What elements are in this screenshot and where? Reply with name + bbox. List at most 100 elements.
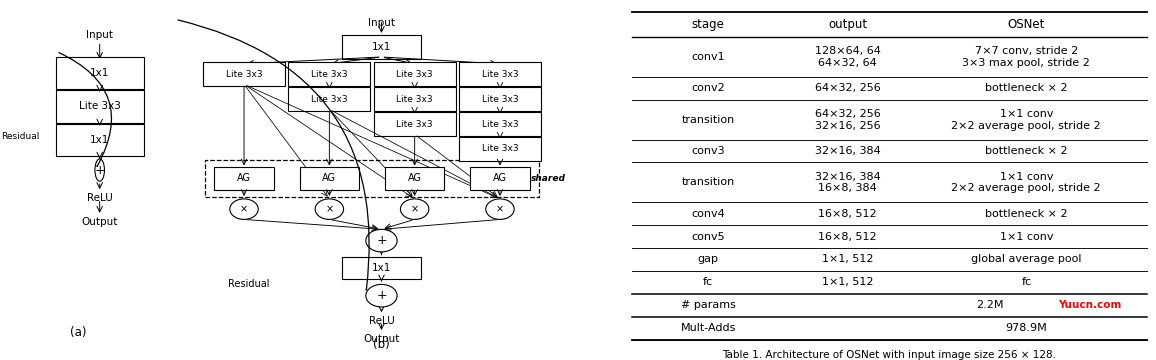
Text: Output: Output [82, 217, 118, 228]
FancyBboxPatch shape [459, 112, 541, 136]
Text: AG: AG [492, 174, 507, 183]
Text: Lite 3x3: Lite 3x3 [397, 120, 434, 129]
FancyBboxPatch shape [459, 87, 541, 111]
Text: conv3: conv3 [691, 146, 725, 156]
Text: conv1: conv1 [691, 52, 725, 62]
FancyBboxPatch shape [299, 167, 360, 190]
Text: (b): (b) [373, 338, 390, 351]
Text: global average pool: global average pool [971, 255, 1082, 264]
Text: 1x1: 1x1 [90, 68, 110, 78]
Text: +: + [376, 234, 387, 247]
Text: 32×16, 384
16×8, 384: 32×16, 384 16×8, 384 [815, 171, 881, 193]
FancyBboxPatch shape [342, 35, 421, 59]
FancyBboxPatch shape [459, 62, 541, 86]
Text: output: output [828, 18, 867, 31]
Text: Table 1. Architecture of OSNet with input image size 256 × 128.: Table 1. Architecture of OSNet with inpu… [722, 350, 1057, 360]
Text: 1x1: 1x1 [372, 42, 391, 52]
Text: AG: AG [237, 174, 251, 183]
Text: +: + [95, 163, 105, 176]
Text: 1×1 conv
2×2 average pool, stride 2: 1×1 conv 2×2 average pool, stride 2 [951, 171, 1102, 193]
Text: Lite 3x3: Lite 3x3 [397, 95, 434, 104]
Text: ×: × [240, 204, 249, 214]
Text: Input: Input [87, 30, 113, 40]
FancyBboxPatch shape [55, 57, 143, 89]
Text: Lite 3x3: Lite 3x3 [79, 102, 120, 112]
Text: stage: stage [691, 18, 725, 31]
FancyArrowPatch shape [178, 20, 369, 290]
Text: transition: transition [681, 115, 735, 125]
Text: ×: × [325, 204, 333, 214]
Text: 16×8, 512: 16×8, 512 [818, 231, 876, 242]
Text: bottleneck × 2: bottleneck × 2 [985, 209, 1068, 219]
Text: fc: fc [1021, 277, 1031, 287]
FancyBboxPatch shape [342, 257, 421, 279]
FancyBboxPatch shape [385, 167, 444, 190]
FancyBboxPatch shape [203, 62, 286, 86]
Text: Mult-Adds: Mult-Adds [681, 323, 735, 333]
Text: 1×1 conv
2×2 average pool, stride 2: 1×1 conv 2×2 average pool, stride 2 [951, 109, 1102, 131]
Text: Lite 3x3: Lite 3x3 [482, 69, 518, 78]
Circle shape [365, 284, 398, 307]
Text: ×: × [496, 204, 504, 214]
FancyBboxPatch shape [459, 137, 541, 161]
Text: bottleneck × 2: bottleneck × 2 [985, 84, 1068, 94]
FancyBboxPatch shape [373, 112, 455, 136]
Text: Lite 3x3: Lite 3x3 [482, 95, 518, 104]
Text: Lite 3x3: Lite 3x3 [311, 95, 348, 104]
Text: Output: Output [363, 334, 400, 344]
Circle shape [230, 199, 258, 220]
Text: 1×1, 512: 1×1, 512 [822, 277, 873, 287]
Circle shape [365, 229, 398, 252]
Text: Lite 3x3: Lite 3x3 [482, 144, 518, 153]
Text: Input: Input [368, 18, 395, 28]
Text: ×: × [410, 204, 418, 214]
Text: AG: AG [323, 174, 336, 183]
Text: 64×32, 256
32×16, 256: 64×32, 256 32×16, 256 [815, 109, 881, 131]
Text: 1×1, 512: 1×1, 512 [822, 255, 873, 264]
Text: Yuucn.com: Yuucn.com [1058, 300, 1121, 310]
FancyBboxPatch shape [288, 62, 370, 86]
Text: AG: AG [408, 174, 422, 183]
FancyBboxPatch shape [373, 87, 455, 111]
Text: 32×16, 384: 32×16, 384 [815, 146, 881, 156]
Circle shape [400, 199, 429, 220]
Text: 1x1: 1x1 [372, 263, 391, 273]
Text: 978.9M: 978.9M [1006, 323, 1047, 333]
Text: # params: # params [681, 300, 735, 310]
Circle shape [486, 199, 514, 220]
Text: conv4: conv4 [691, 209, 725, 219]
FancyBboxPatch shape [470, 167, 529, 190]
Text: Lite 3x3: Lite 3x3 [225, 69, 262, 78]
Text: +: + [376, 289, 387, 302]
Text: Lite 3x3: Lite 3x3 [311, 69, 348, 78]
Text: 7×7 conv, stride 2
3×3 max pool, stride 2: 7×7 conv, stride 2 3×3 max pool, stride … [962, 46, 1090, 68]
Text: fc: fc [703, 277, 713, 287]
Text: transition: transition [681, 177, 735, 187]
Text: 1×1 conv: 1×1 conv [1000, 231, 1053, 242]
Text: 2.2M: 2.2M [976, 300, 1003, 310]
Text: ReLU: ReLU [87, 193, 112, 203]
FancyBboxPatch shape [55, 90, 143, 122]
Text: 16×8, 512: 16×8, 512 [818, 209, 876, 219]
Text: 1x1: 1x1 [90, 135, 110, 145]
FancyBboxPatch shape [214, 167, 274, 190]
FancyBboxPatch shape [55, 124, 143, 156]
Text: ReLU: ReLU [369, 316, 394, 326]
Text: conv5: conv5 [691, 231, 725, 242]
FancyBboxPatch shape [373, 62, 455, 86]
Text: gap: gap [697, 255, 719, 264]
Text: Residual: Residual [1, 132, 39, 141]
Text: 64×32, 256: 64×32, 256 [815, 84, 881, 94]
Text: OSNet: OSNet [1008, 18, 1045, 31]
Circle shape [95, 159, 104, 181]
Text: 128×64, 64
64×32, 64: 128×64, 64 64×32, 64 [815, 46, 881, 68]
Circle shape [316, 199, 343, 220]
Text: Residual: Residual [228, 279, 269, 289]
FancyArrowPatch shape [59, 53, 111, 166]
Text: conv2: conv2 [691, 84, 725, 94]
Text: bottleneck × 2: bottleneck × 2 [985, 146, 1068, 156]
Text: shared: shared [531, 174, 566, 183]
Text: Lite 3x3: Lite 3x3 [397, 69, 434, 78]
Text: Lite 3x3: Lite 3x3 [482, 120, 518, 129]
Text: (a): (a) [69, 326, 87, 339]
